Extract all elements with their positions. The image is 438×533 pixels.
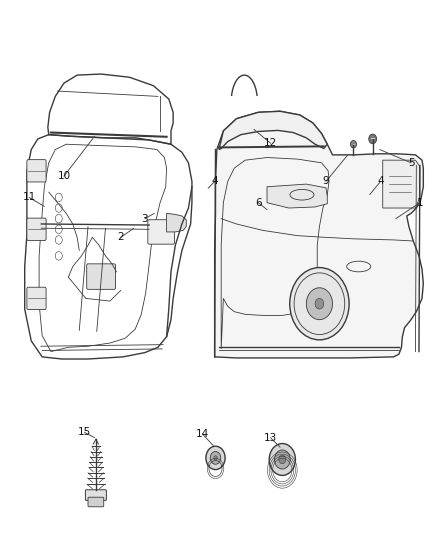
Circle shape: [206, 446, 225, 470]
Polygon shape: [219, 111, 327, 150]
Text: 9: 9: [323, 176, 329, 187]
Text: 5: 5: [408, 158, 414, 168]
Circle shape: [269, 443, 295, 475]
Text: 14: 14: [196, 429, 209, 439]
FancyBboxPatch shape: [27, 218, 46, 240]
Text: 11: 11: [22, 192, 36, 203]
Circle shape: [214, 456, 217, 460]
FancyBboxPatch shape: [27, 287, 46, 310]
FancyBboxPatch shape: [27, 160, 46, 182]
Circle shape: [210, 451, 221, 464]
Polygon shape: [383, 160, 420, 208]
Text: 2: 2: [117, 232, 124, 243]
FancyBboxPatch shape: [88, 497, 104, 507]
Text: 15: 15: [78, 427, 91, 438]
Text: 6: 6: [255, 198, 261, 208]
Polygon shape: [267, 184, 327, 208]
Circle shape: [315, 298, 324, 309]
Text: 12: 12: [264, 138, 277, 148]
Polygon shape: [166, 213, 186, 232]
Text: 13: 13: [264, 433, 277, 443]
Circle shape: [306, 288, 332, 320]
Circle shape: [279, 455, 286, 464]
FancyBboxPatch shape: [148, 220, 174, 244]
Circle shape: [290, 268, 349, 340]
Text: 4: 4: [211, 176, 218, 187]
FancyBboxPatch shape: [87, 264, 116, 289]
FancyBboxPatch shape: [85, 490, 106, 500]
Text: 1: 1: [417, 198, 423, 208]
Circle shape: [369, 134, 377, 144]
Text: 10: 10: [57, 171, 71, 181]
Circle shape: [350, 141, 357, 148]
Text: 4: 4: [377, 176, 384, 187]
Text: 3: 3: [141, 214, 148, 224]
Polygon shape: [215, 111, 424, 358]
Circle shape: [275, 450, 290, 469]
